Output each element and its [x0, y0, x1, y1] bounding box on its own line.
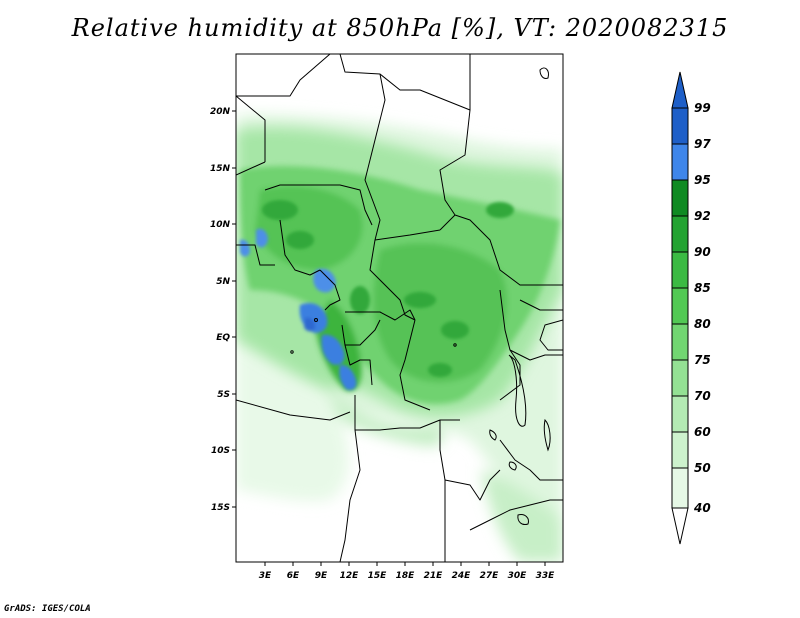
colorbar-bottom-arrow	[671, 507, 689, 545]
lat-label-10n: 10N	[210, 220, 231, 230]
latitude-axis	[232, 110, 236, 508]
colorbar-segment	[671, 215, 689, 253]
political-boundaries	[236, 54, 563, 562]
colorbar-segment	[671, 107, 689, 145]
colorbar-segment	[671, 431, 689, 469]
colorbar-segment	[671, 179, 689, 217]
colorbar-segment	[671, 395, 689, 433]
colorbar-segment	[671, 287, 689, 325]
humidity-field	[236, 114, 563, 562]
lat-label-15n: 15N	[210, 164, 231, 174]
lon-label-12e: 12E	[340, 571, 360, 581]
map-title: Relative humidity at 850hPa [%], VT: 202…	[71, 14, 729, 42]
lat-label-20n: 20N	[210, 107, 231, 117]
lon-label-21e: 21E	[424, 571, 444, 581]
lat-label-eq: EQ	[216, 333, 230, 343]
colorbar-segment	[671, 359, 689, 397]
colorbar-label-90: 90	[694, 245, 711, 259]
colorbar-segment	[671, 143, 689, 181]
lat-label-5s: 5S	[217, 390, 230, 400]
lon-label-3e: 3E	[259, 571, 272, 581]
colorbar-label-70: 70	[694, 389, 711, 403]
lon-label-18e: 18E	[396, 571, 416, 581]
lon-label-27e: 27E	[480, 571, 500, 581]
colorbar-label-85: 85	[694, 281, 711, 295]
lat-label-5n: 5N	[216, 277, 230, 287]
lon-label-33e: 33E	[536, 571, 556, 581]
colorbar-label-60: 60	[694, 425, 711, 439]
lon-label-24e: 24E	[452, 571, 472, 581]
map-border	[235, 53, 564, 563]
colorbar-label-92: 92	[694, 209, 711, 223]
colorbar-label-75: 75	[694, 353, 711, 367]
colorbar-top-arrow	[671, 71, 689, 109]
lat-label-15s: 15S	[211, 503, 230, 513]
colorbar-segment	[671, 467, 689, 509]
lat-label-10s: 10S	[211, 446, 230, 456]
colorbar-label-97: 97	[694, 137, 711, 151]
colorbar-label-95: 95	[694, 173, 711, 187]
colorbar-label-40: 40	[693, 501, 711, 515]
lon-label-6e: 6E	[287, 571, 300, 581]
lon-label-30e: 30E	[508, 571, 528, 581]
grads-credit: GrADS: IGES/COLA	[4, 604, 91, 614]
colorbar-label-50: 50	[694, 461, 711, 475]
lon-label-9e: 9E	[315, 571, 328, 581]
longitude-axis	[264, 562, 546, 566]
colorbar-label-99: 99	[694, 101, 711, 115]
colorbar-segment	[671, 323, 689, 361]
colorbar	[671, 71, 689, 545]
colorbar-segment	[671, 251, 689, 289]
lon-label-15e: 15E	[368, 571, 388, 581]
colorbar-label-80: 80	[694, 317, 711, 331]
